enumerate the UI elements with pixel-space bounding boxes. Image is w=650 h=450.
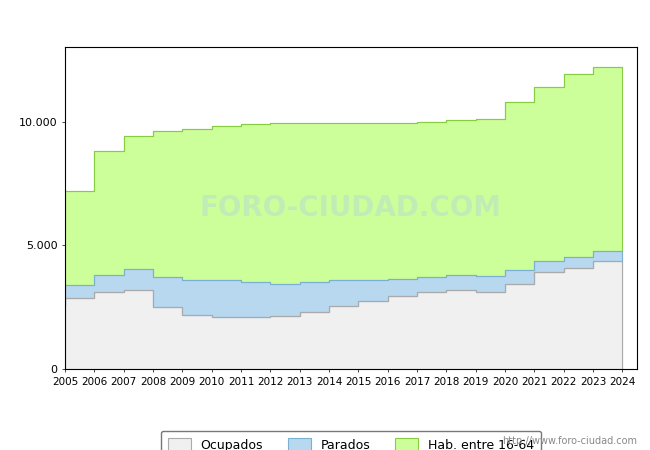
Text: http://www.foro-ciudad.com: http://www.foro-ciudad.com <box>502 436 637 446</box>
Text: Manilva - Evolucion de la poblacion en edad de Trabajar Septiembre de 2024: Manilva - Evolucion de la poblacion en e… <box>58 14 592 28</box>
Legend: Ocupados, Parados, Hab. entre 16-64: Ocupados, Parados, Hab. entre 16-64 <box>161 431 541 450</box>
Text: FORO-CIUDAD.COM: FORO-CIUDAD.COM <box>200 194 502 222</box>
